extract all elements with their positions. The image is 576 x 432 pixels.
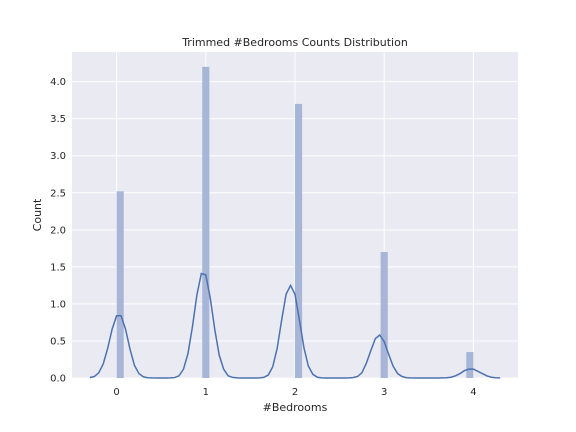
- x-tick-label: 1: [203, 387, 209, 398]
- y-tick-label: 0.5: [50, 336, 66, 347]
- x-axis-label: #Bedrooms: [263, 401, 328, 414]
- histogram-bar: [466, 352, 474, 378]
- histogram-bar: [116, 191, 124, 378]
- y-tick-label: 3.5: [50, 114, 66, 125]
- x-tick-label: 2: [292, 387, 298, 398]
- chart-title: Trimmed #Bedrooms Counts Distribution: [181, 36, 408, 49]
- bars: [116, 66, 474, 379]
- histogram-bar: [202, 66, 210, 379]
- x-tick-label: 4: [470, 387, 476, 398]
- histogram-bar: [295, 103, 303, 378]
- y-ticks: 0.0 0.5 1.0 1.5 2.0 2.5 3.0 3.5 4.0: [50, 77, 66, 384]
- y-tick-label: 1.5: [50, 262, 66, 273]
- y-tick-label: 1.0: [50, 299, 66, 310]
- y-tick-label: 0.0: [50, 374, 66, 385]
- y-tick-label: 4.0: [50, 77, 66, 88]
- y-tick-label: 3.0: [50, 151, 66, 162]
- x-tick-label: 3: [381, 387, 387, 398]
- x-ticks: 0 1 2 3 4: [113, 387, 476, 398]
- x-tick-label: 0: [113, 387, 119, 398]
- y-tick-label: 2.0: [50, 225, 66, 236]
- y-axis-label: Count: [31, 198, 44, 231]
- kde-line: [89, 272, 501, 379]
- histogram-bar: [380, 252, 388, 378]
- y-tick-label: 2.5: [50, 188, 66, 199]
